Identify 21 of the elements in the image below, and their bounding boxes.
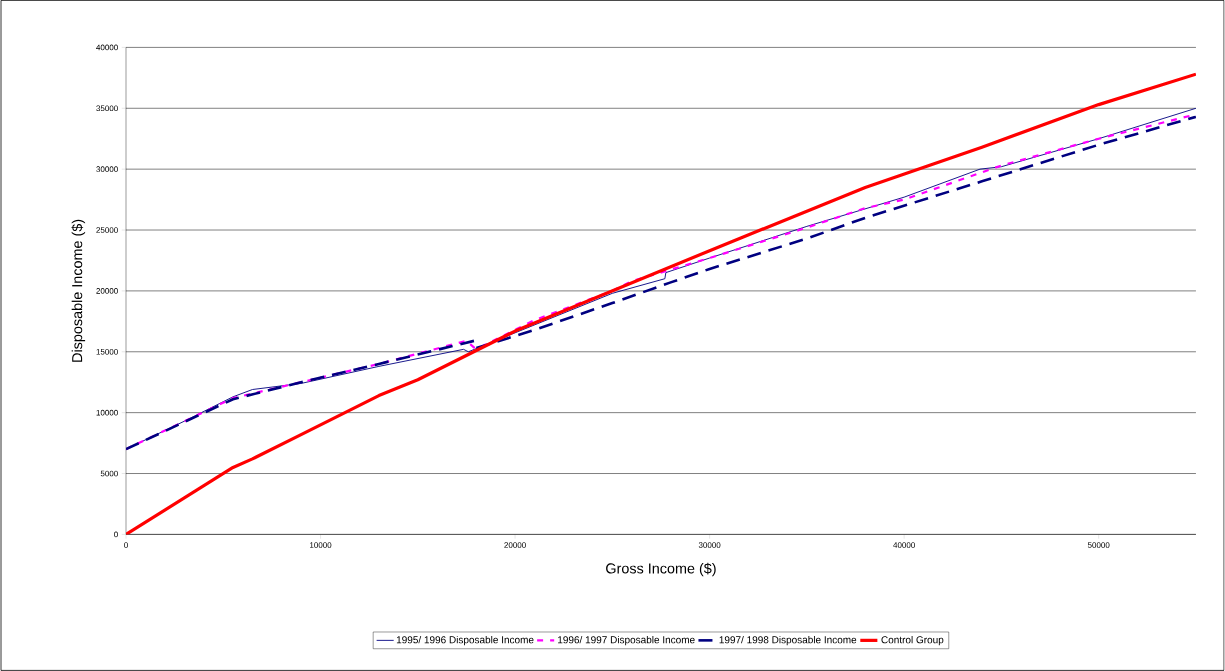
- y-tick-label: 40000: [96, 44, 118, 51]
- y-tick-label: 30000: [96, 166, 118, 172]
- x-tick-label: 0: [124, 542, 128, 548]
- y-tick-label: 5000: [100, 470, 118, 477]
- y-tick-label: 20000: [96, 287, 118, 294]
- y-axis-title: Disposable Income ($): [71, 219, 86, 362]
- legend-label: 1995/ 1996 Disposable Income: [396, 635, 534, 646]
- x-tick-label: 40000: [893, 542, 915, 548]
- y-tick-label: 25000: [96, 227, 118, 233]
- legend-label: 1996/ 1997 Disposable Income: [558, 635, 695, 646]
- x-tick-label: 50000: [1087, 542, 1110, 548]
- x-tick-label: 30000: [698, 542, 721, 548]
- x-tick-label: 20000: [504, 542, 526, 548]
- legend-label: Control Group: [881, 635, 944, 646]
- x-axis-title: Gross Income ($): [606, 562, 716, 577]
- legend-label: 1997/ 1998 Disposable Income: [719, 635, 857, 646]
- y-tick-label: 15000: [96, 348, 118, 355]
- y-tick-label: 35000: [96, 105, 118, 111]
- x-tick-label: 10000: [310, 542, 332, 548]
- y-tick-label: 10000: [96, 409, 118, 416]
- y-tick-label: 0: [114, 531, 118, 538]
